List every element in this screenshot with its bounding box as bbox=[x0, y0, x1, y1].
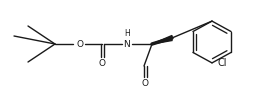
Text: H: H bbox=[124, 29, 130, 38]
Text: O: O bbox=[99, 59, 106, 69]
Text: Cl: Cl bbox=[218, 58, 228, 68]
Text: O: O bbox=[141, 79, 149, 88]
Polygon shape bbox=[152, 35, 172, 44]
Text: O: O bbox=[76, 39, 83, 49]
Text: N: N bbox=[124, 39, 130, 49]
